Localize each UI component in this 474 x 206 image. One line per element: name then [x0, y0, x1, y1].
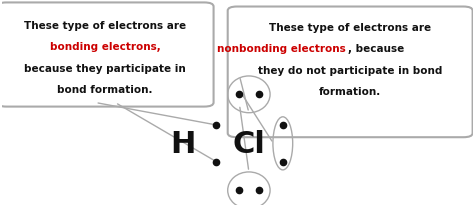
Text: , because: , because — [348, 44, 404, 54]
Text: they do not participate in bond: they do not participate in bond — [258, 66, 442, 75]
Text: bond formation.: bond formation. — [57, 85, 153, 95]
Text: because they participate in: because they participate in — [24, 63, 186, 73]
Text: Cl: Cl — [232, 129, 265, 158]
FancyBboxPatch shape — [0, 4, 214, 107]
Text: nonbonding electrons: nonbonding electrons — [217, 44, 346, 54]
Text: bonding electrons,: bonding electrons, — [50, 42, 161, 52]
Text: H: H — [170, 129, 196, 158]
Text: These type of electrons are: These type of electrons are — [269, 23, 431, 33]
Text: formation.: formation. — [319, 87, 381, 97]
FancyBboxPatch shape — [228, 7, 473, 138]
Text: These type of electrons are: These type of electrons are — [24, 21, 186, 31]
